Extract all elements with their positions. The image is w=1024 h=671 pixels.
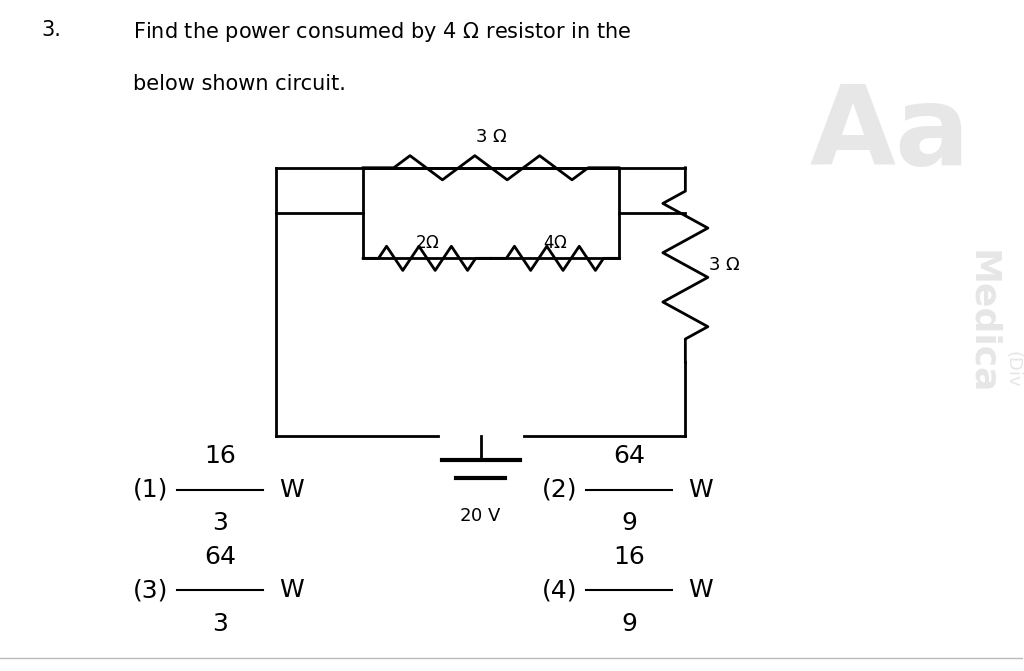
Text: $3\ \Omega$: $3\ \Omega$ — [475, 128, 507, 146]
Text: 64: 64 — [613, 444, 645, 468]
Text: 3: 3 — [212, 612, 228, 636]
Text: W: W — [280, 478, 304, 502]
Text: 16: 16 — [204, 444, 236, 468]
Text: 64: 64 — [204, 545, 236, 569]
Text: (2): (2) — [542, 478, 578, 502]
Text: (1): (1) — [133, 478, 168, 502]
Text: Aa: Aa — [809, 81, 971, 188]
Text: 9: 9 — [622, 511, 637, 535]
Text: (Div: (Div — [1004, 351, 1022, 387]
Text: 3: 3 — [212, 511, 228, 535]
Text: W: W — [688, 478, 713, 502]
Text: (3): (3) — [133, 578, 168, 603]
Text: (4): (4) — [542, 578, 578, 603]
Text: $3\ \Omega$: $3\ \Omega$ — [708, 256, 740, 274]
Text: W: W — [280, 578, 304, 603]
Text: $4\Omega$: $4\Omega$ — [543, 234, 567, 252]
Text: W: W — [688, 578, 713, 603]
Text: $2\Omega$: $2\Omega$ — [415, 234, 439, 252]
Text: Medica: Medica — [965, 250, 999, 395]
Text: Find the power consumed by $4\ \Omega$ resistor in the: Find the power consumed by $4\ \Omega$ r… — [133, 20, 632, 44]
Text: below shown circuit.: below shown circuit. — [133, 74, 346, 94]
Text: 3.: 3. — [41, 20, 60, 40]
Text: 9: 9 — [622, 612, 637, 636]
Text: 16: 16 — [613, 545, 645, 569]
Text: $20\ \mathrm{V}$: $20\ \mathrm{V}$ — [460, 507, 502, 525]
